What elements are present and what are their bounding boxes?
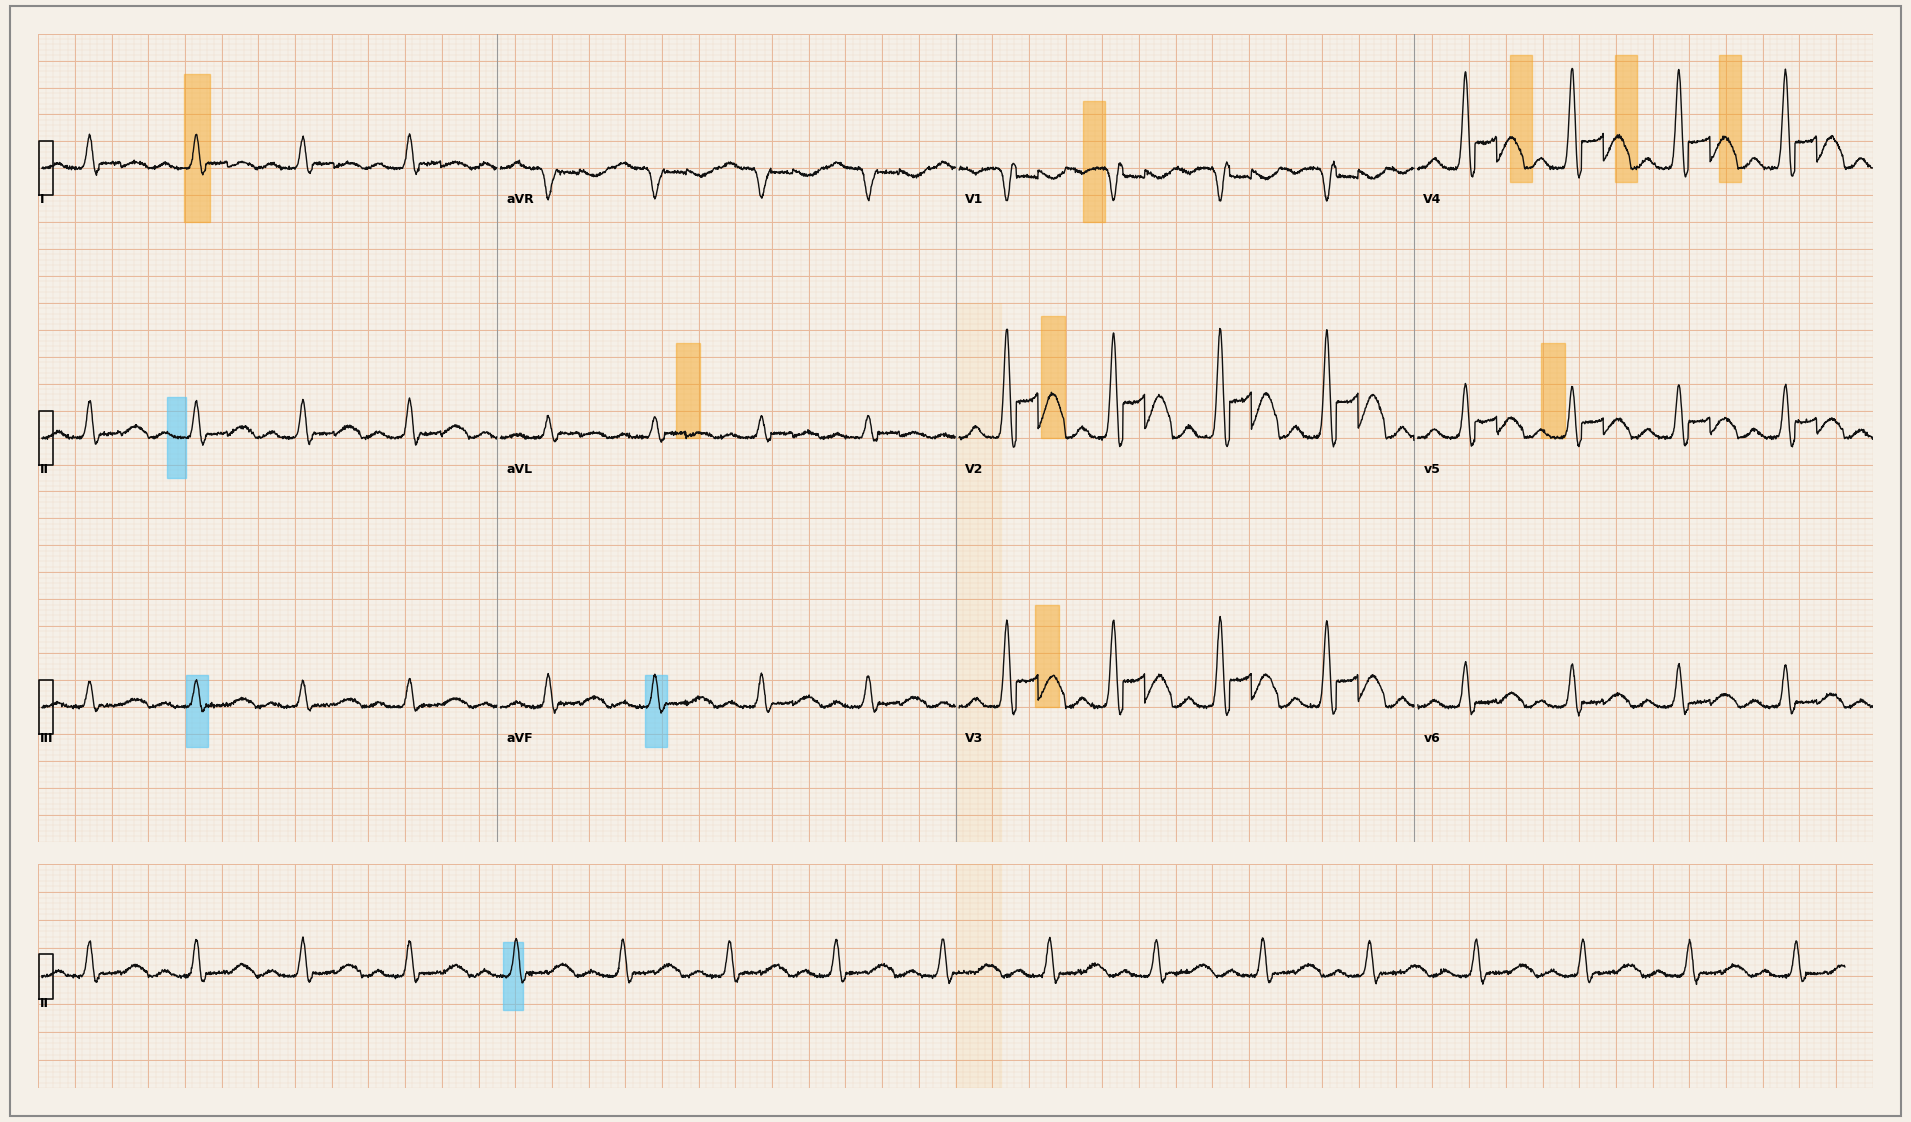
Bar: [1542, 343, 1565, 438]
Bar: [956, 864, 1001, 1088]
Bar: [1510, 55, 1533, 182]
Bar: [166, 397, 185, 478]
Bar: [1084, 101, 1105, 222]
Text: I: I: [40, 193, 44, 206]
Bar: [1615, 55, 1636, 182]
Text: V3: V3: [965, 732, 982, 745]
Bar: [1720, 55, 1741, 182]
Text: V1: V1: [965, 193, 982, 206]
Bar: [503, 942, 524, 1010]
Text: v6: v6: [1424, 732, 1441, 745]
Text: II: II: [40, 462, 50, 476]
Bar: [185, 74, 210, 222]
Text: aVL: aVL: [506, 462, 531, 476]
Text: V2: V2: [965, 462, 982, 476]
Bar: [644, 674, 667, 747]
Bar: [1041, 316, 1064, 438]
Bar: [676, 343, 699, 438]
Text: II: II: [40, 997, 50, 1010]
Text: aVF: aVF: [506, 732, 533, 745]
Bar: [1036, 605, 1059, 707]
Text: V4: V4: [1424, 193, 1441, 206]
Text: v5: v5: [1424, 462, 1441, 476]
Bar: [956, 303, 1001, 572]
Bar: [956, 572, 1001, 842]
Text: aVR: aVR: [506, 193, 533, 206]
Text: III: III: [40, 732, 54, 745]
Bar: [185, 674, 208, 747]
